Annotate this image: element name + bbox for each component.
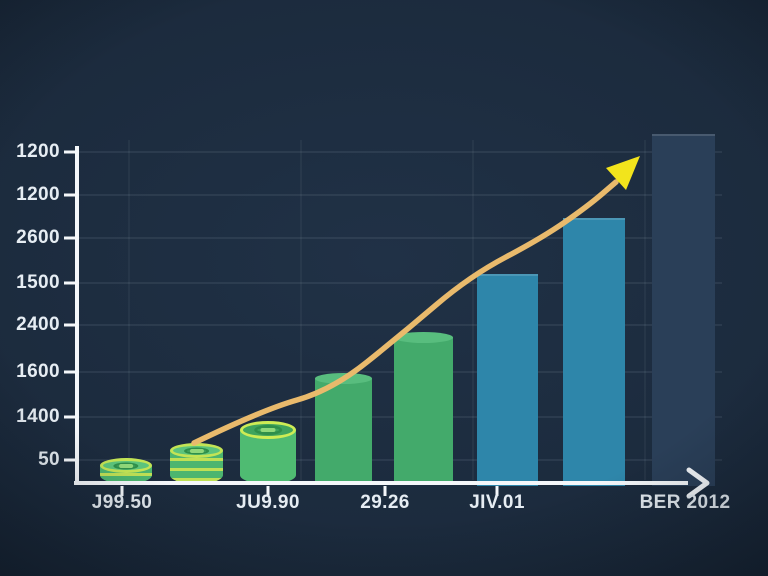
x-axis-label: 29.26 <box>360 492 410 513</box>
y-axis-label: 1500 <box>16 272 60 293</box>
y-axis-label: 2400 <box>16 314 60 335</box>
y-axis-label: 2600 <box>16 227 60 248</box>
x-axis-label: J99.50 <box>91 492 153 513</box>
y-axis-label: 1200 <box>16 141 60 162</box>
x-axis-label: JU9.90 <box>236 492 300 513</box>
y-axis-label: 1200 <box>16 184 60 205</box>
x-axis-label: JIV.01 <box>469 492 525 513</box>
x-axis-label: BER 2012 <box>639 492 731 513</box>
y-axis-label: 1400 <box>16 406 60 427</box>
y-axis-label: 1600 <box>16 361 60 382</box>
y-axis-label: 50 <box>38 449 60 470</box>
